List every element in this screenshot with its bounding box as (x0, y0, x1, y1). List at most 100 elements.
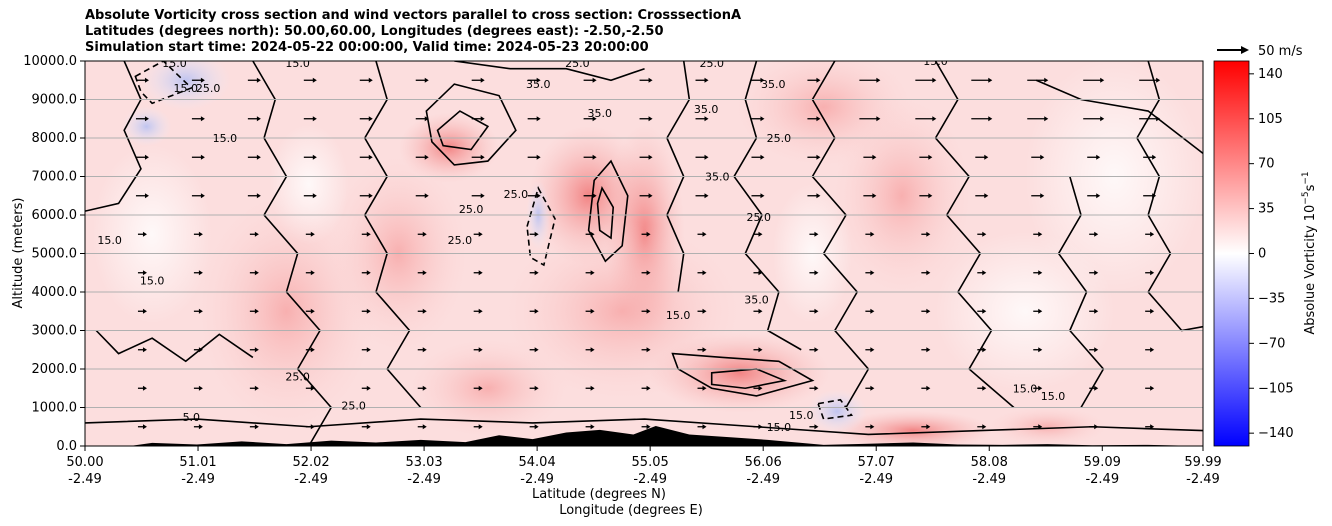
wind-vector-head (478, 424, 483, 430)
wind-vector-head (478, 231, 483, 237)
contour-label: 15.0 (213, 132, 238, 145)
wind-vector-head (312, 116, 317, 122)
plot-area: 15.015.025.025.025.025.035.035.025.035.0… (85, 57, 1203, 446)
wind-vector-head (982, 231, 987, 237)
x-tick-label-lon: -2.49 (294, 472, 328, 487)
wind-vector-head (876, 116, 881, 122)
wind-vector-head (758, 231, 763, 237)
wind-vector-head (1094, 308, 1099, 314)
wind-vector-head (424, 193, 429, 199)
wind-vector-head (1152, 193, 1157, 199)
y-tick-label: 1000.0 (32, 401, 78, 416)
wind-vector-head (144, 77, 149, 83)
wind-vector-head (424, 77, 429, 83)
wind-vector-head (704, 154, 709, 160)
wind-vector-head (478, 270, 483, 276)
wind-vector-head (480, 116, 485, 122)
colorbar-ticks: 140 105 70 35 0 −35 −70 −105 −140 (1249, 67, 1294, 441)
x-tick-label-lat: 53.03 (405, 455, 442, 470)
wind-vector-head (368, 77, 373, 83)
wind-vector-head (1094, 424, 1099, 430)
wind-vector-head (422, 270, 427, 276)
contour-label: 15.0 (173, 82, 198, 95)
wind-vector-head (366, 424, 371, 430)
wind-vector-head (368, 154, 373, 160)
wind-vector-head (1156, 116, 1161, 122)
contour-line (454, 61, 645, 82)
x-tick-label-lat: 52.02 (292, 455, 329, 470)
vorticity-shade (92, 144, 213, 325)
colorbar-label-unit-exp: −1 (1301, 171, 1311, 184)
y-tick-label: 4000.0 (32, 285, 78, 300)
vorticity-shade (831, 95, 972, 296)
wind-vector-head (254, 424, 259, 430)
quiver-key-label: 50 m/s (1258, 44, 1303, 59)
contour-line (596, 186, 615, 240)
x-tick-label-lat: 50.00 (66, 455, 103, 470)
wind-vector-head (704, 193, 709, 199)
wind-vector-head (1156, 77, 1161, 83)
wind-vector-head (1038, 385, 1043, 391)
wind-vector-head (422, 424, 427, 430)
x-axis-label-longitude: Longitude (degrees E) (559, 503, 703, 518)
wind-vector-head (760, 77, 765, 83)
wind-vector-head (758, 270, 763, 276)
colorbar-tick-label: 70 (1258, 157, 1275, 172)
wind-vector-head (592, 116, 597, 122)
wind-vector-head (536, 154, 541, 160)
wind-vector-head (702, 308, 707, 314)
y-axis-ticks: 0.0 1000.0 2000.0 3000.0 4000.0 5000.0 6000.0 7… (23, 54, 85, 454)
wind-vector-head (254, 385, 259, 391)
contour-line (85, 418, 1203, 436)
colorbar-tick-label: −140 (1258, 426, 1294, 441)
contour-label: 35.0 (761, 78, 786, 91)
x-tick-label-lon: -2.49 (1186, 472, 1220, 487)
contour-label: 15.0 (285, 57, 310, 70)
contour-label: 25.0 (767, 132, 792, 145)
wind-vector-head (1150, 231, 1155, 237)
wind-vector-head (424, 154, 429, 160)
wind-vector-head (256, 193, 261, 199)
x-tick-label-lon: -2.49 (520, 472, 554, 487)
wind-vector-head (142, 231, 147, 237)
contour-label: 25.0 (746, 211, 771, 224)
wind-vector-head (814, 270, 819, 276)
wind-vector-head (256, 154, 261, 160)
wind-vector-head (648, 77, 653, 83)
wind-vector-head (702, 347, 707, 353)
contour-line (1035, 79, 1203, 155)
vorticity-shade (807, 389, 868, 434)
wind-vector-head (480, 154, 485, 160)
wind-vector-head (254, 270, 259, 276)
wind-vector-head (254, 347, 259, 353)
wind-vector-head (310, 308, 315, 314)
wind-vector-head (536, 193, 541, 199)
wind-vector-head (1038, 347, 1043, 353)
wind-vector-head (1094, 231, 1099, 237)
x-tick-label-lon: -2.49 (859, 472, 893, 487)
wind-vector-head (144, 116, 149, 122)
wind-vector-head (142, 424, 147, 430)
x-tick-label-lat: 57.07 (858, 455, 895, 470)
wind-vector-head (198, 231, 203, 237)
wind-vector-head (592, 154, 597, 160)
wind-vector-head (982, 270, 987, 276)
wind-vector-head (422, 231, 427, 237)
y-tick-label: 5000.0 (32, 247, 78, 262)
wind-vector-head (988, 77, 993, 83)
x-tick-label-lat: 59.99 (1184, 455, 1221, 470)
wind-vector-head (816, 154, 821, 160)
y-tick-label: 2000.0 (32, 362, 78, 377)
colorbar-tick-label: −35 (1258, 291, 1285, 306)
wind-vector-head (366, 308, 371, 314)
wind-vector-head (760, 116, 765, 122)
wind-vector-head (758, 347, 763, 353)
wind-vector-head (814, 308, 819, 314)
wind-vector-head (1100, 116, 1105, 122)
wind-vector-head (200, 77, 205, 83)
wind-vector-head (366, 385, 371, 391)
chart-title-line-2: Latitudes (degrees north): 50.00,60.00, … (85, 24, 664, 39)
contour-line (587, 159, 629, 263)
wind-vector-head (368, 116, 373, 122)
contour-line (85, 61, 142, 212)
